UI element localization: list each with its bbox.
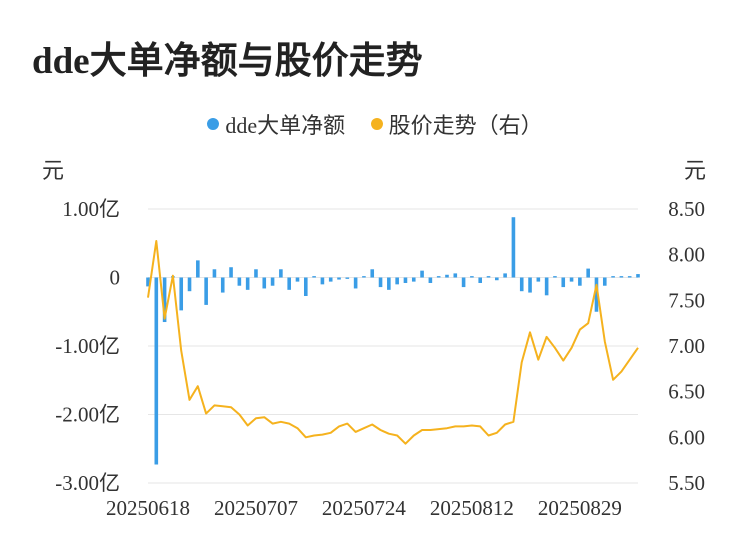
- legend-dot-price: [370, 118, 383, 130]
- dde-bar: [179, 277, 184, 311]
- dde-bar: [569, 277, 574, 282]
- right-tick-label: 6.50: [668, 380, 705, 404]
- left-tick-label: -1.00亿: [55, 334, 120, 358]
- dde-bar: [403, 277, 408, 283]
- dde-bar: [279, 269, 283, 278]
- right-tick-label: 5.50: [668, 471, 705, 495]
- x-tick-label: 20250829: [538, 496, 622, 520]
- dde-bar: [146, 277, 150, 287]
- dde-bar: [387, 277, 391, 290]
- dde-bar: [528, 277, 532, 293]
- dde-bar: [553, 276, 557, 278]
- right-tick-label: 6.00: [668, 425, 705, 449]
- dde-bar: [370, 269, 375, 278]
- right-tick-label: 7.50: [668, 288, 705, 312]
- dde-bar: [561, 277, 566, 288]
- dde-bar: [478, 277, 483, 283]
- left-tick-label: -3.00亿: [55, 471, 120, 495]
- dde-bar: [453, 273, 458, 278]
- x-tick-label: 20250724: [322, 496, 407, 520]
- dde-bar: [237, 277, 242, 286]
- legend-label-dde: dde大单净额: [225, 113, 346, 138]
- right-tick-label: 8.00: [668, 243, 705, 267]
- x-tick-label: 20250812: [430, 496, 514, 520]
- dde-bar: [303, 277, 308, 296]
- legend-dot-dde: [207, 118, 220, 130]
- right-tick-label: 7.00: [668, 334, 705, 358]
- dde-bar: [470, 276, 474, 278]
- dde-bar: [594, 277, 599, 312]
- dde-bar: [196, 260, 200, 278]
- dde-bar: [486, 276, 491, 278]
- dde-bar: [420, 270, 424, 278]
- dde-bar: [411, 277, 416, 282]
- legend-item-dde[interactable]: dde大单净额: [207, 108, 345, 140]
- line-layer: [147, 240, 639, 445]
- dde-bar: [503, 273, 507, 278]
- bars-layer: [146, 217, 640, 465]
- dde-bar: [586, 268, 590, 278]
- dde-bar: [229, 267, 233, 278]
- dde-bar: [511, 217, 516, 278]
- right-axis-unit: 元: [684, 158, 706, 183]
- dde-bar: [254, 269, 258, 278]
- right-tick-label: 8.50: [668, 197, 705, 221]
- dde-bar: [395, 277, 399, 285]
- chart-legend: dde大单净额 股价走势（右）: [0, 108, 750, 140]
- dde-bar: [461, 277, 466, 288]
- dde-bar: [602, 277, 607, 286]
- dde-bar: [187, 277, 192, 292]
- dde-bar: [220, 277, 225, 293]
- dde-bar: [378, 277, 383, 288]
- dde-bar: [337, 277, 341, 280]
- dde-bar: [362, 276, 366, 278]
- dde-bar: [519, 277, 524, 292]
- left-tick-label: 0: [110, 266, 121, 290]
- dde-bar: [245, 277, 250, 290]
- legend-label-price: 股价走势（右）: [388, 113, 543, 138]
- legend-item-price[interactable]: 股价走势（右）: [370, 108, 543, 140]
- dde-bar: [611, 276, 615, 278]
- dde-bar: [636, 274, 640, 278]
- dde-bar: [204, 277, 208, 305]
- dde-bar: [312, 276, 316, 278]
- dde-bar: [544, 277, 549, 296]
- dde-bar: [445, 274, 449, 278]
- dde-bar: [428, 277, 433, 283]
- dde-bar: [212, 269, 217, 278]
- grid-layer: [148, 208, 638, 484]
- price-line: [147, 240, 639, 445]
- left-tick-label: 1.00亿: [62, 197, 120, 221]
- dde-bar: [353, 277, 358, 289]
- dde-bar: [578, 277, 582, 286]
- dde-bar: [436, 276, 441, 278]
- dde-bar: [287, 277, 291, 290]
- dde-bar: [270, 277, 275, 286]
- x-tick-label: 20250707: [214, 496, 298, 520]
- dde-bar: [320, 277, 325, 285]
- dde-bar: [536, 277, 541, 282]
- dde-bar: [627, 276, 632, 278]
- left-tick-label: -2.00亿: [55, 403, 120, 427]
- dde-bar: [495, 277, 499, 281]
- dde-bar: [345, 277, 350, 279]
- dde-bar: [619, 276, 624, 278]
- dde-bar: [162, 277, 167, 323]
- dde-bar: [262, 277, 267, 289]
- dde-bar: [295, 277, 300, 282]
- dde-bar: [328, 277, 333, 282]
- axis-layer: 1.00亿 0 -1.00亿 -2.00亿 -3.00亿 8.50 8.00 7.50 7.00…: [42, 158, 706, 520]
- x-tick-label: 20250618: [106, 496, 190, 520]
- chart-title: dde大单净额与股价走势: [32, 41, 423, 82]
- dde-bar: [154, 277, 159, 465]
- left-axis-unit: 元: [42, 158, 64, 183]
